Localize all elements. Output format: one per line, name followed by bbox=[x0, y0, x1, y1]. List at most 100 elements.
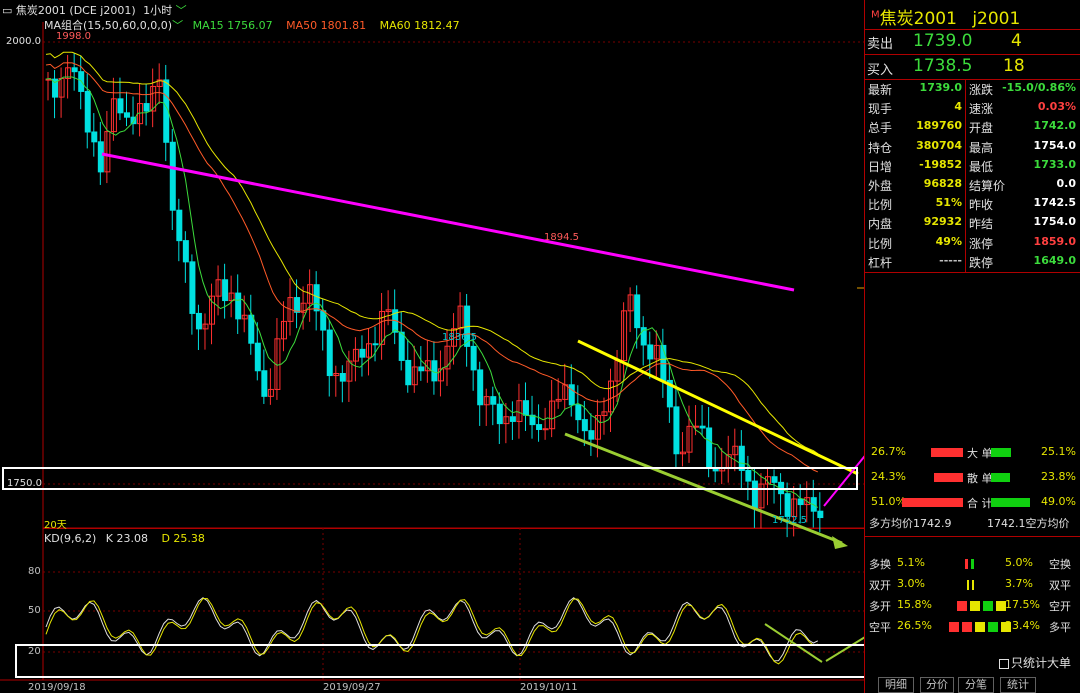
candle-body bbox=[366, 343, 373, 358]
candle-body bbox=[797, 498, 804, 506]
candle-body bbox=[451, 328, 458, 347]
candlestick-series bbox=[45, 53, 824, 538]
price-axis-low: 1750.0 bbox=[7, 478, 42, 489]
quote-label: 最高 bbox=[969, 140, 994, 155]
order-label: 大 单 bbox=[967, 447, 993, 460]
position-bar bbox=[971, 559, 974, 569]
position-left-value: 15.8% bbox=[897, 598, 932, 611]
candle-body bbox=[313, 284, 320, 312]
position-left-label: 多换 bbox=[869, 558, 891, 571]
only-big-checkbox[interactable]: 只统计大单 bbox=[999, 654, 1071, 671]
candle-body bbox=[522, 400, 529, 416]
chart-area[interactable]: ▭ 焦炭2001 (DCE j2001) 1小时 ﹀ MA组合(15,50,60… bbox=[0, 0, 864, 693]
candle-body bbox=[326, 329, 333, 377]
kd-name[interactable]: KD(9,6,2) bbox=[44, 532, 97, 545]
candle-body bbox=[300, 302, 307, 313]
market-marker: M bbox=[871, 9, 880, 21]
candle-body bbox=[65, 67, 72, 80]
candle-body bbox=[437, 368, 444, 382]
tab-detail[interactable]: 明细 bbox=[878, 677, 914, 693]
candle-body bbox=[110, 98, 117, 133]
position-right-value: 3.7% bbox=[1005, 577, 1033, 590]
yellow-trendline bbox=[577, 339, 859, 476]
candle-body bbox=[411, 366, 418, 386]
quote-label: 总手 bbox=[868, 121, 893, 136]
ma50-label: MA50 1801.81 bbox=[286, 19, 367, 32]
candle-body bbox=[235, 292, 242, 320]
candle-body bbox=[679, 451, 686, 455]
candle-body bbox=[333, 373, 340, 377]
candle-body bbox=[771, 476, 778, 483]
quote-value: 51% bbox=[935, 196, 962, 210]
tab-price[interactable]: 分价 bbox=[920, 677, 954, 693]
quote-label: 内盘 bbox=[868, 217, 893, 232]
candle-body bbox=[169, 141, 176, 211]
tab-stats[interactable]: 统计 bbox=[1000, 677, 1036, 693]
candle-body bbox=[758, 483, 765, 509]
quote-label: 比例 bbox=[868, 236, 893, 251]
window-icon[interactable]: ▭ bbox=[2, 4, 13, 17]
mid-high-annotation: 1894.5 bbox=[544, 232, 579, 243]
date-label: 2019/09/27 bbox=[323, 682, 381, 693]
period-selector[interactable]: 1小时 bbox=[143, 4, 173, 17]
quote-value: 1859.0 bbox=[1033, 234, 1076, 248]
candle-body bbox=[791, 498, 798, 518]
candle-body bbox=[444, 345, 451, 370]
symbol-name: 焦炭2001 bbox=[879, 9, 957, 29]
support-box bbox=[2, 467, 858, 490]
candle-body bbox=[738, 445, 745, 471]
quote-value: 92932 bbox=[923, 215, 962, 229]
candle-body bbox=[483, 396, 490, 406]
position-bar bbox=[988, 622, 998, 632]
checkbox-icon[interactable] bbox=[999, 658, 1009, 669]
quote-value: 1754.0 bbox=[1033, 138, 1076, 152]
order-right-value: 25.1% bbox=[1041, 445, 1076, 458]
candle-body bbox=[307, 284, 314, 304]
candle-body bbox=[71, 67, 78, 73]
quote-value: -19852 bbox=[919, 157, 962, 171]
buy-qty: 18 bbox=[1003, 56, 1025, 76]
tab-ticks[interactable]: 分笔 bbox=[958, 677, 994, 693]
position-left-label: 空平 bbox=[869, 621, 891, 634]
buy-label: 买入 bbox=[867, 63, 894, 78]
quote-value: 380704 bbox=[916, 138, 962, 152]
quote-value: 49% bbox=[935, 234, 962, 248]
candle-body bbox=[176, 209, 183, 242]
quote-label: 开盘 bbox=[969, 121, 994, 136]
candle-body bbox=[228, 292, 235, 302]
candle-body bbox=[666, 379, 673, 408]
quote-label: 昨结 bbox=[969, 217, 994, 232]
candle-body bbox=[123, 112, 130, 118]
buy-bar bbox=[902, 498, 963, 507]
green-kd-arrow-down bbox=[764, 623, 823, 663]
quote-value: 1754.0 bbox=[1033, 215, 1076, 229]
price-chart-canvas[interactable] bbox=[0, 0, 864, 693]
chevron-down-icon[interactable]: ﹀ bbox=[172, 19, 184, 32]
sell-label: 卖出 bbox=[867, 37, 894, 52]
candle-body bbox=[647, 344, 654, 360]
candle-body bbox=[699, 425, 706, 429]
quote-label: 速涨 bbox=[969, 102, 994, 117]
green-kd-arrow-up bbox=[825, 636, 864, 662]
kd-line bbox=[45, 597, 818, 665]
date-label: 2019/10/11 bbox=[520, 682, 578, 693]
position-bar bbox=[967, 580, 969, 590]
order-label: 合 计 bbox=[967, 497, 993, 510]
candle-body bbox=[594, 414, 601, 440]
candle-body bbox=[634, 294, 641, 329]
position-bar bbox=[975, 622, 985, 632]
position-right-label: 空换 bbox=[1049, 558, 1071, 571]
green-arrowhead bbox=[832, 536, 848, 549]
order-left-value: 26.7% bbox=[871, 445, 906, 458]
candle-body bbox=[588, 430, 595, 440]
quote-value: ----- bbox=[939, 253, 962, 267]
chevron-down-icon[interactable]: ﹀ bbox=[175, 4, 187, 17]
quote-value: 1742.5 bbox=[1033, 196, 1076, 210]
candle-body bbox=[496, 403, 503, 425]
only-big-label: 只统计大单 bbox=[1011, 656, 1072, 670]
ma-group-label[interactable]: MA组合(15,50,60,0,0,0) bbox=[44, 19, 173, 32]
candle-body bbox=[575, 404, 582, 421]
position-right-value: 17.5% bbox=[1005, 598, 1040, 611]
candle-body bbox=[130, 116, 137, 125]
candle-body bbox=[182, 240, 189, 263]
